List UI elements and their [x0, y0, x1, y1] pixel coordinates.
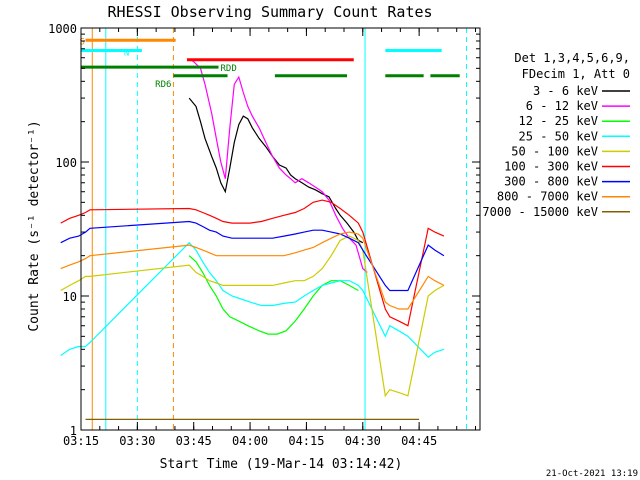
series-line-0	[188, 97, 364, 244]
y-tick-label-1: 10	[63, 290, 77, 304]
plot-layer: S N RDD RD6 03:15 03:30 03:45 04:00 04:15 04:30 04…	[48, 22, 481, 448]
plot-frame	[80, 27, 481, 431]
legend-label-5: 100 - 300 keV	[504, 160, 598, 174]
legend-label-1: 6 - 12 keV	[526, 99, 598, 113]
x-tick-label-2: 03:45	[176, 434, 212, 448]
series-line-4	[60, 235, 445, 398]
footer-date-stamp: 21-Oct-2021 13:19	[546, 469, 638, 479]
series-line-3	[60, 241, 445, 358]
legend-label-7: 800 - 7000 keV	[497, 190, 598, 204]
y-tick-label-2: 100	[55, 156, 77, 170]
series-line-1	[188, 58, 368, 273]
x-axis-label: Start Time (19-Mar-14 03:14:42)	[160, 457, 403, 472]
x-tick-label-0: 03:15	[63, 434, 99, 448]
y-tick-label-0: 1	[70, 424, 77, 438]
legend-header-line-2: FDecim 1, Att 0	[522, 67, 630, 81]
legend-label-3: 25 - 50 keV	[519, 129, 598, 143]
legend-label-6: 300 - 800 keV	[504, 175, 598, 189]
segment-label-3: RDD	[221, 64, 237, 74]
y-tick-label-3: 1000	[48, 22, 77, 36]
series-line-6	[60, 220, 445, 292]
segment-label-4: RD6	[155, 80, 171, 90]
x-tick-label-3: 04:00	[232, 434, 268, 448]
x-tick-label-1: 03:30	[119, 434, 155, 448]
x-tick-label-4: 04:15	[288, 434, 324, 448]
chart-title: RHESSI Observing Summary Count Rates	[107, 3, 432, 21]
y-axis-label: Count Rate (s⁻¹ detector⁻¹)	[27, 120, 42, 331]
legend-label-0: 3 - 6 keV	[533, 84, 598, 98]
x-tick-label-5: 04:30	[345, 434, 381, 448]
legend-header-line-1: Det 1,3,4,5,6,9,	[514, 51, 630, 65]
legend-label-2: 12 - 25 keV	[519, 114, 598, 128]
series-line-5	[60, 199, 445, 327]
series-line-7	[60, 231, 445, 310]
segment-label-1: N	[124, 48, 129, 58]
legend-label-4: 50 - 100 keV	[511, 144, 598, 158]
x-tick-label-6: 04:45	[401, 434, 437, 448]
series-line-2	[188, 255, 359, 335]
legend-label-8: 7000 - 15000 keV	[482, 205, 598, 219]
segment-label-0: S	[80, 37, 85, 47]
